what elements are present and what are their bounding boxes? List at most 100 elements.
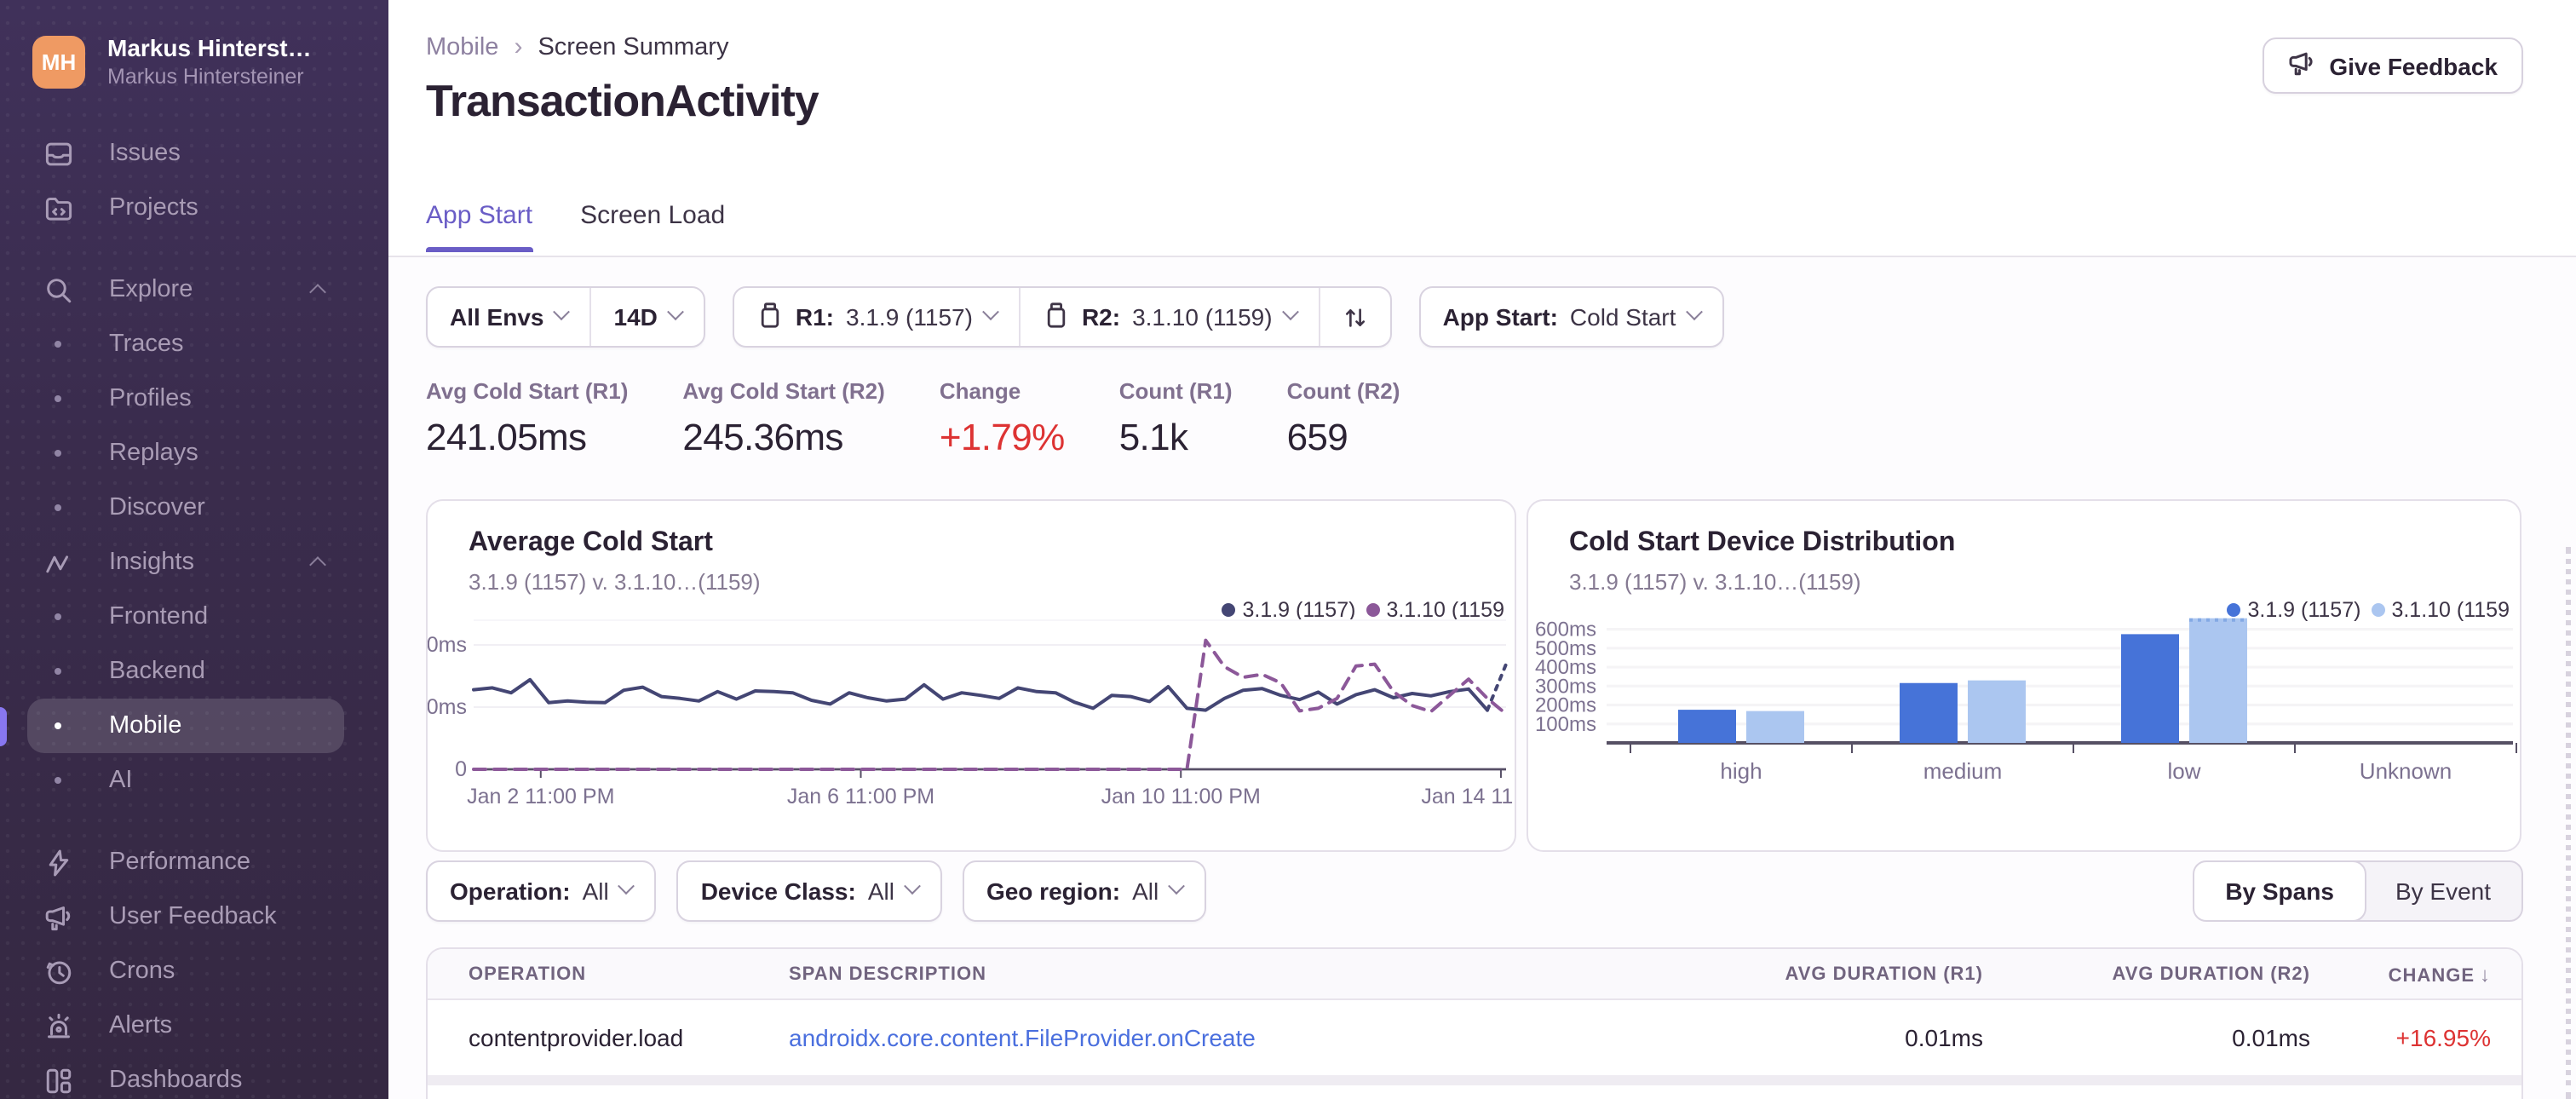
legend-entry: 3.1.9 (1157) (1222, 598, 1355, 622)
stat-value: 5.1k (1118, 416, 1188, 458)
swap-releases-button[interactable] (1318, 288, 1390, 346)
crons-icon (43, 956, 73, 987)
dashboards-icon (43, 1065, 73, 1096)
legend-dot (2227, 603, 2241, 617)
column-avg-duration-r2[interactable]: AVG DURATION (R2) (2112, 964, 2310, 984)
release-r1-prefix: R1: (795, 303, 834, 331)
env-period-filter-group: All Envs 14D (426, 286, 705, 348)
stat-value: 241.05ms (426, 416, 587, 458)
release-r1-filter[interactable]: R1: 3.1.9 (1157) (734, 288, 1019, 346)
geo-region-filter[interactable]: Geo region: All (962, 860, 1207, 922)
svg-text:400ms: 400ms (428, 633, 467, 657)
environment-filter-label: All Envs (450, 303, 544, 331)
give-feedback-button[interactable]: Give Feedback (2263, 37, 2523, 94)
column-avg-duration-r1[interactable]: AVG DURATION (R1) (1785, 964, 1983, 984)
megaphone-icon (2288, 49, 2315, 82)
alerts-icon (43, 1010, 73, 1041)
sidebar-item-explore[interactable]: Explore (27, 262, 344, 317)
period-filter-label: 14D (613, 303, 658, 331)
sidebar-item-dashboards[interactable]: Dashboards (27, 1053, 344, 1099)
stat-value: +1.79% (939, 416, 1065, 458)
toggle-by-event[interactable]: By Event (2395, 877, 2491, 905)
chart-legend: 3.1.9 (1157) 3.1.10 (1159 (1222, 598, 1504, 622)
sidebar-item-backend[interactable]: Backend (27, 644, 344, 699)
org-switcher[interactable]: MH Markus Hinterst… Markus Hintersteiner (32, 34, 366, 89)
scrollbar[interactable] (2566, 547, 2571, 1099)
stat-avg-cold-start-r2: Avg Cold Start (R2) 245.36ms (682, 378, 884, 460)
tab-divider (388, 256, 2576, 257)
app-start-prefix: App Start: (1442, 303, 1558, 331)
breadcrumb-mobile-link[interactable]: Mobile (426, 33, 499, 60)
chevron-down-icon (1281, 303, 1299, 321)
sidebar-item-user-feedback[interactable]: User Feedback (27, 889, 344, 944)
cell-span-description-link[interactable]: androidx.core.content.FileProvider.onCre… (789, 1024, 1256, 1051)
charts-row: Average Cold Start 3.1.9 (1157) v. 3.1.1… (426, 499, 2521, 852)
environment-filter[interactable]: All Envs (428, 288, 590, 346)
sidebar-item-insights[interactable]: Insights (27, 535, 344, 590)
sidebar-item-alerts[interactable]: Alerts (27, 998, 344, 1053)
cold-start-device-distribution-card: Cold Start Device Distribution 3.1.9 (11… (1527, 499, 2521, 852)
stat-label: Count (R2) (1286, 378, 1400, 404)
svg-text:Jan 6 11:00 PM: Jan 6 11:00 PM (787, 785, 934, 808)
sidebar-item-discover[interactable]: Discover (27, 480, 344, 535)
sidebar-item-label: Frontend (109, 603, 209, 630)
sidebar-item-label: Profiles (109, 385, 192, 412)
breadcrumb-separator-icon: › (514, 32, 523, 61)
sidebar-item-mobile[interactable]: Mobile (27, 699, 344, 753)
sidebar-nav: Issues Projects Explore Traces Profiles Repla… (0, 126, 388, 1099)
release-r2-value: 3.1.10 (1159) (1132, 303, 1273, 331)
spans-table: OPERATION SPAN DESCRIPTION AVG DURATION … (426, 947, 2523, 1099)
sidebar-item-ai[interactable]: AI (27, 753, 344, 808)
legend-entry: 3.1.10 (1159 (1366, 598, 1504, 622)
column-span-description[interactable]: SPAN DESCRIPTION (789, 964, 986, 984)
chevron-down-icon (1168, 877, 1186, 895)
sidebar-item-frontend[interactable]: Frontend (27, 590, 344, 644)
tab-app-start[interactable]: App Start (426, 201, 532, 252)
sidebar-item-performance[interactable]: Performance (27, 835, 344, 889)
bullet-icon (55, 722, 61, 729)
avatar: MH (32, 35, 85, 88)
sidebar-item-label: Insights (109, 549, 194, 576)
svg-text:200ms: 200ms (428, 695, 467, 719)
bullet-icon (55, 613, 61, 620)
chevron-down-icon (1685, 303, 1703, 321)
sort-desc-icon: ↓ (2480, 962, 2491, 986)
org-name: Markus Hintersteiner (107, 65, 304, 89)
svg-text:0: 0 (455, 757, 467, 781)
sidebar-item-issues[interactable]: Issues (27, 126, 344, 181)
megaphone-icon (43, 901, 73, 932)
release-r2-filter[interactable]: R2: 3.1.10 (1159) (1018, 288, 1319, 346)
legend-entry: 3.1.9 (1157) (2227, 598, 2360, 622)
sidebar-item-crons[interactable]: Crons (27, 944, 344, 998)
breadcrumb-current: Screen Summary (538, 33, 729, 60)
sidebar-item-traces[interactable]: Traces (27, 317, 344, 371)
app-start-type-filter[interactable]: App Start: Cold Start (1421, 288, 1722, 346)
sidebar-item-label: Traces (109, 331, 184, 358)
filter-prefix: Device Class: (700, 877, 856, 905)
svg-text:200ms: 200ms (1535, 694, 1596, 717)
column-change[interactable]: CHANGE ↓ (2388, 962, 2491, 986)
cell-avg-duration-r2: 0.01ms (2232, 1024, 2310, 1051)
device-class-filter[interactable]: Device Class: All (676, 860, 942, 922)
nav-group-gap (0, 808, 388, 835)
column-operation[interactable]: OPERATION (469, 964, 587, 984)
sidebar-item-projects[interactable]: Projects (27, 181, 344, 235)
toggle-by-spans[interactable]: By Spans (2194, 862, 2366, 920)
bullet-icon (55, 341, 61, 348)
svg-text:medium: medium (1923, 758, 2002, 784)
period-filter[interactable]: 14D (589, 288, 704, 346)
sidebar-item-label: Issues (109, 140, 181, 167)
sidebar-item-profiles[interactable]: Profiles (27, 371, 344, 426)
operation-filter[interactable]: Operation: All (426, 860, 657, 922)
sidebar-item-replays[interactable]: Replays (27, 426, 344, 480)
cell-change: +16.95% (2395, 1024, 2491, 1051)
tab-screen-load[interactable]: Screen Load (580, 201, 726, 230)
chart-subtitle: 3.1.9 (1157) v. 3.1.10…(1159) (1569, 569, 1861, 595)
sidebar-item-label: Dashboards (109, 1067, 243, 1094)
tab-bar: App Start Screen Load (426, 201, 725, 252)
cell-operation: contentprovider.load (469, 1024, 684, 1051)
bullet-icon (55, 777, 61, 784)
stat-count-r1: Count (R1) 5.1k (1119, 378, 1233, 460)
